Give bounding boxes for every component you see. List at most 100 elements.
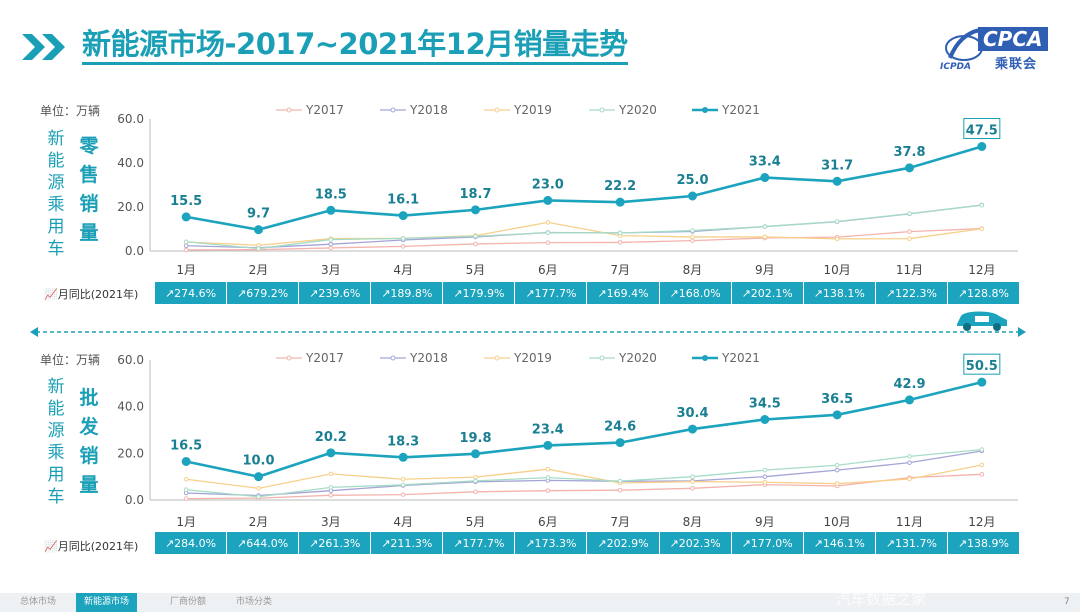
x-tick-label: 3月	[321, 263, 341, 277]
data-point-y2018	[328, 241, 334, 247]
data-point-y2020	[617, 478, 623, 484]
data-point-y2017	[617, 240, 623, 245]
data-point-y2017	[545, 488, 551, 493]
data-point-y2017	[979, 472, 985, 477]
legend-label: Y2018	[409, 351, 448, 365]
data-point-y2017	[907, 229, 912, 234]
data-point-y2021	[905, 395, 914, 405]
data-point-y2021	[688, 191, 697, 201]
yoy-cell: ↗274.6%	[164, 286, 217, 300]
data-point-y2021	[977, 377, 987, 387]
yoy-cell: ↗131.7%	[874, 532, 947, 554]
data-label: 23.4	[532, 422, 564, 437]
data-label: 34.5	[749, 397, 781, 412]
page-number: 7	[1064, 597, 1070, 607]
data-point-y2021	[398, 452, 408, 462]
legend-marker	[286, 355, 292, 361]
legend-label: Y2021	[721, 103, 760, 117]
data-point-y2021	[326, 448, 336, 458]
legend-marker	[702, 355, 708, 361]
legend-marker	[390, 355, 396, 361]
data-point-y2021	[254, 472, 263, 482]
legend-label: Y2017	[305, 351, 344, 365]
data-point-y2020	[328, 485, 334, 490]
data-point-y2021	[398, 211, 408, 221]
data-point-y2020	[400, 482, 406, 488]
yoy-cell: ↗644.0%	[226, 532, 298, 554]
tab-nev-market[interactable]: 新能源市场	[76, 593, 138, 612]
data-label: 33.4	[749, 155, 781, 170]
data-point-y2021	[615, 438, 625, 448]
yoy-cell: ↗179.9%	[442, 282, 514, 304]
title-chevron-icon	[22, 34, 65, 60]
data-point-y2017	[545, 240, 551, 245]
data-label: 31.7	[821, 158, 853, 173]
data-point-y2021	[832, 176, 842, 186]
yoy-cell: ↗138.9%	[946, 532, 1019, 554]
data-label: 10.0	[242, 454, 274, 469]
x-tick-label: 10月	[824, 515, 851, 529]
x-tick-label: 7月	[610, 515, 630, 529]
series-line-y2021	[185, 380, 983, 479]
data-label: 37.8	[893, 145, 925, 160]
y-tick-label: 20.0	[117, 200, 144, 214]
series-line-y2020	[186, 448, 982, 498]
data-point-y2019	[762, 479, 768, 485]
trend-icon: 📈	[44, 540, 58, 553]
legend-label: Y2019	[513, 351, 552, 365]
section-divider	[30, 327, 1026, 337]
footer-bar	[0, 593, 1080, 612]
yoy-cell: ↗211.3%	[370, 532, 442, 554]
series-line-y2019	[186, 221, 982, 246]
data-point-y2020	[907, 211, 912, 216]
data-point-y2019	[545, 220, 551, 225]
data-point-y2018	[834, 467, 840, 473]
data-label: 47.5	[966, 124, 998, 139]
data-point-y2017	[617, 487, 623, 493]
data-point-y2020	[183, 239, 189, 245]
data-point-y2019	[979, 226, 985, 232]
data-label: 23.0	[532, 177, 564, 192]
x-tick-label: 12月	[968, 263, 995, 277]
logo-subtitle-en: ICPDA	[940, 62, 971, 72]
legend-marker	[494, 355, 500, 361]
unit-label-retail: 单位：万辆	[40, 104, 101, 118]
data-point-y2018	[762, 474, 768, 479]
data-label: 20.2	[315, 430, 347, 445]
series-line-y2020	[186, 204, 982, 250]
legend-label: Y2021	[721, 351, 760, 365]
yoy-cell: ↗128.8%	[946, 282, 1019, 304]
data-point-y2019	[907, 476, 912, 482]
vertical-title-wholesale-1: 新能源乘用车	[47, 377, 65, 507]
data-point-y2019	[545, 466, 551, 472]
yoy-cell: ↗189.8%	[370, 282, 442, 304]
tab-market-class[interactable]: 市场分类	[236, 597, 273, 607]
tab-maker-share[interactable]: 厂商份额	[170, 597, 207, 607]
legend-label: Y2018	[409, 103, 448, 117]
legend-marker	[494, 107, 500, 113]
data-point-y2020	[762, 224, 768, 229]
yoy-cell: ↗261.3%	[298, 532, 370, 554]
x-tick-label: 4月	[393, 515, 413, 529]
data-point-y2019	[690, 234, 695, 240]
data-label: 9.7	[247, 207, 270, 222]
car-icon	[957, 311, 1007, 331]
data-label: 36.5	[821, 392, 853, 407]
data-point-y2019	[473, 474, 478, 480]
yoy-cell: ↗177.0%	[730, 532, 803, 554]
data-point-y2019	[907, 236, 912, 241]
data-point-y2021	[543, 195, 553, 205]
data-point-y2017	[473, 241, 478, 247]
data-point-y2019	[834, 481, 840, 486]
data-point-y2019	[183, 476, 189, 482]
yoy-cell: ↗173.3%	[514, 532, 586, 554]
data-point-y2017	[473, 489, 478, 495]
yoy-bar-wholesale: ↗284.0% ↗644.0% ↗261.3% ↗211.3% ↗177.7% ↗173.…	[155, 532, 1019, 554]
data-point-y2017	[183, 496, 189, 501]
series-line-y2021	[185, 145, 983, 231]
watermark: 汽车数据之家	[836, 590, 927, 608]
x-tick-label: 2月	[249, 263, 269, 277]
yoy-cell: ↗168.0%	[658, 282, 731, 304]
data-point-y2020	[617, 230, 623, 236]
tab-overall-market[interactable]: 总体市场	[20, 597, 57, 607]
